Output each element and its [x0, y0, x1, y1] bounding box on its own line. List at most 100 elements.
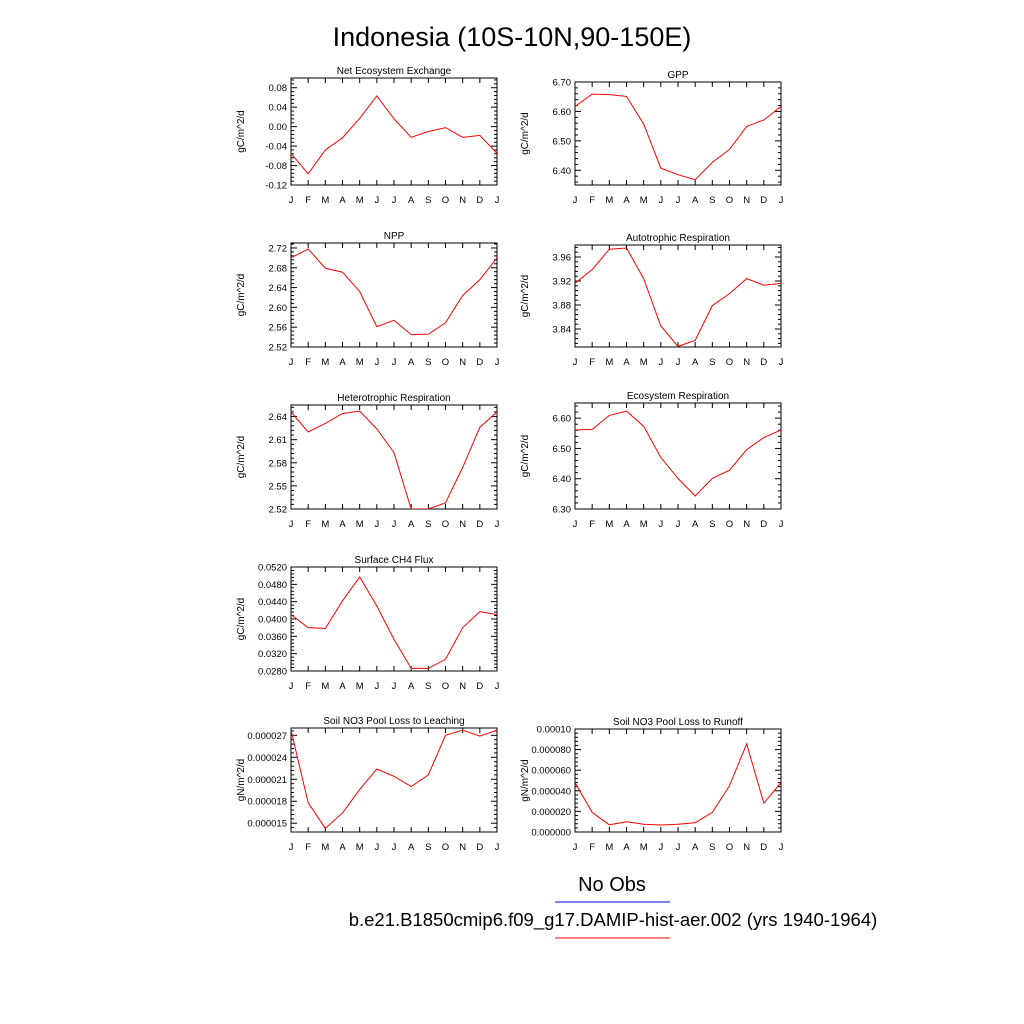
- x-tick-label: J: [289, 195, 294, 206]
- y-tick-label: 6.70: [553, 78, 572, 89]
- x-tick-label: O: [726, 519, 733, 530]
- plot-frame: [290, 566, 498, 672]
- x-tick-label: M: [356, 681, 364, 692]
- panel-title: Heterotrophic Respiration: [337, 393, 450, 404]
- x-tick-label: F: [305, 842, 311, 853]
- legend-obs-label: No Obs: [578, 874, 646, 896]
- x-tick-label: O: [726, 357, 733, 368]
- x-tick-label: J: [289, 681, 294, 692]
- y-tick-label: 2.64: [269, 283, 288, 294]
- x-tick-label: M: [356, 195, 364, 206]
- y-tick-label: 0.00: [269, 122, 288, 133]
- x-tick-label: J: [779, 195, 784, 206]
- x-tick-label: D: [476, 195, 483, 206]
- x-tick-label: N: [459, 195, 466, 206]
- plot-frame: [290, 404, 498, 510]
- y-tick-label: 0.000024: [247, 753, 287, 764]
- x-tick-label: A: [623, 195, 630, 206]
- y-tick-label: 0.0440: [258, 597, 287, 608]
- x-tick-label: A: [408, 681, 415, 692]
- y-tick-label: 0.000015: [247, 819, 287, 830]
- x-tick-label: D: [760, 357, 767, 368]
- y-tick-label: 2.72: [269, 243, 288, 254]
- x-tick-label: A: [408, 357, 415, 368]
- x-tick-label: M: [605, 842, 613, 853]
- x-tick-label: D: [476, 519, 483, 530]
- y-tick-label: 2.52: [269, 343, 288, 354]
- y-tick-label: 2.58: [269, 458, 288, 469]
- y-axis-label: gC/m^2/d: [236, 274, 247, 317]
- panel-title: Soil NO3 Pool Loss to Runoff: [613, 717, 743, 728]
- x-tick-label: O: [726, 842, 733, 853]
- y-tick-label: 6.60: [553, 107, 572, 118]
- y-tick-label: 2.61: [269, 435, 288, 446]
- y-tick-label: 0.000000: [531, 828, 571, 839]
- x-tick-label: A: [339, 519, 346, 530]
- y-tick-label: 0.0320: [258, 649, 287, 660]
- x-tick-label: N: [743, 842, 750, 853]
- x-tick-label: J: [676, 357, 681, 368]
- x-tick-label: D: [476, 842, 483, 853]
- x-tick-label: M: [605, 519, 613, 530]
- y-tick-label: 6.60: [553, 414, 572, 425]
- x-tick-label: A: [692, 357, 699, 368]
- panel-title: NPP: [384, 231, 405, 242]
- panel-title: Net Ecosystem Exchange: [337, 66, 452, 77]
- legend-model-label: b.e21.B1850cmip6.f09_g17.DAMIP-hist-aer.…: [349, 909, 878, 931]
- x-tick-label: F: [589, 842, 595, 853]
- x-tick-label: A: [408, 519, 415, 530]
- x-tick-label: J: [676, 195, 681, 206]
- series-line-npp: [291, 248, 497, 336]
- x-tick-label: M: [640, 357, 648, 368]
- plot-frame: [574, 244, 782, 348]
- x-tick-label: A: [692, 195, 699, 206]
- y-tick-label: 2.60: [269, 303, 288, 314]
- x-tick-label: J: [495, 195, 500, 206]
- x-tick-label: M: [605, 357, 613, 368]
- x-tick-label: J: [779, 357, 784, 368]
- x-tick-label: J: [495, 842, 500, 853]
- plot-frame: [574, 81, 782, 186]
- x-tick-label: J: [392, 357, 397, 368]
- x-tick-label: M: [605, 195, 613, 206]
- x-tick-label: O: [442, 681, 449, 692]
- x-tick-label: A: [339, 357, 346, 368]
- x-tick-label: J: [289, 519, 294, 530]
- series-line-soil-no3-pool-loss-to-leaching: [291, 729, 497, 830]
- plot-frame: [574, 402, 782, 510]
- series-line-soil-no3-pool-loss-to-runoff: [575, 742, 781, 826]
- x-tick-label: J: [392, 195, 397, 206]
- x-tick-label: M: [640, 842, 648, 853]
- x-tick-label: N: [459, 519, 466, 530]
- x-tick-label: J: [676, 842, 681, 853]
- x-tick-label: J: [658, 842, 663, 853]
- x-tick-label: J: [573, 195, 578, 206]
- y-tick-label: 0.04: [269, 103, 288, 114]
- x-tick-label: O: [442, 519, 449, 530]
- x-tick-label: J: [495, 519, 500, 530]
- x-tick-label: D: [760, 195, 767, 206]
- y-axis-label: gC/m^2/d: [236, 598, 247, 641]
- x-tick-label: J: [495, 681, 500, 692]
- x-tick-label: J: [392, 519, 397, 530]
- y-tick-label: 0.000080: [531, 745, 571, 756]
- x-tick-label: A: [623, 842, 630, 853]
- x-tick-label: O: [442, 195, 449, 206]
- y-tick-label: 3.92: [553, 277, 572, 288]
- x-tick-label: O: [442, 842, 449, 853]
- y-tick-label: 2.64: [269, 412, 288, 423]
- x-tick-label: M: [321, 842, 329, 853]
- panel-title: Surface CH4 Flux: [355, 555, 434, 566]
- y-tick-label: 3.84: [553, 325, 572, 336]
- x-tick-label: S: [425, 681, 431, 692]
- y-axis-label: gC/m^2/d: [520, 275, 531, 318]
- series-line-net-ecosystem-exchange: [291, 95, 497, 175]
- y-tick-label: 0.0520: [258, 563, 287, 574]
- y-tick-label: 2.68: [269, 263, 288, 274]
- x-tick-label: J: [392, 842, 397, 853]
